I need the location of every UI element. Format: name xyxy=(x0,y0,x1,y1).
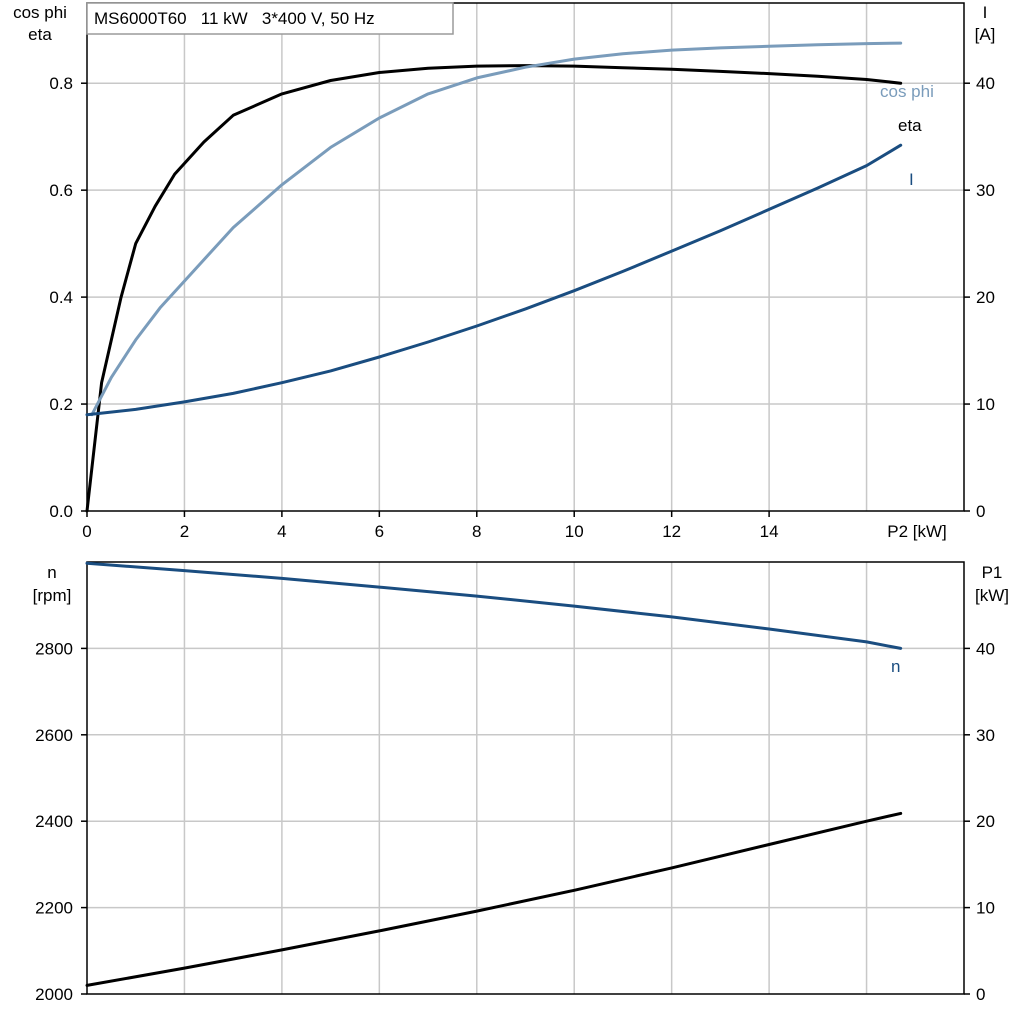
series-line-i xyxy=(85,143,903,417)
x-tick-label: 0 xyxy=(82,522,91,541)
legend-label-speed: n xyxy=(891,657,900,676)
top-ticks: 0.0 0.2 0.4 0.6 0.8 0 10 20 30 40 0 2 4 6 8 10 12 14 xyxy=(49,74,995,541)
bottom-curves xyxy=(85,561,903,987)
bottom-y-left-tick-label: 2400 xyxy=(35,812,73,831)
series-line-n xyxy=(85,561,903,650)
bottom-y-right-tick-label: 10 xyxy=(976,899,995,918)
bottom-panel: 2000 2200 2400 2600 2800 0 10 20 30 40 n [rpm] P1… xyxy=(33,561,1009,1004)
x-tick-label: 8 xyxy=(472,522,481,541)
top-y-right-tick-label: 10 xyxy=(976,395,995,414)
top-y-left-tick-label: 0.6 xyxy=(49,181,73,200)
x-tick-label: 12 xyxy=(662,522,681,541)
bottom-grid xyxy=(87,562,964,994)
bottom-y-left-tick-label: 2200 xyxy=(35,899,73,918)
bottom-y-left-tick-label: 2800 xyxy=(35,639,73,658)
bottom-plot-frame xyxy=(86,561,965,995)
y-right-label-line2: [A] xyxy=(975,25,996,44)
series-line-eta xyxy=(85,64,903,513)
legend-label-current: I xyxy=(909,170,914,189)
y-right-label-p1-line1: P1 xyxy=(982,563,1003,582)
bottom-y-left-tick-label: 2600 xyxy=(35,726,73,745)
y-left-label-n-line2: [rpm] xyxy=(33,586,72,605)
series-line-cos-phi xyxy=(90,41,903,417)
y-left-label-line1: cos phi xyxy=(13,3,67,22)
top-y-right-tick-label: 0 xyxy=(976,502,985,521)
top-y-left-tick-label: 0.0 xyxy=(49,502,73,521)
top-y-right-tick-label: 40 xyxy=(976,74,995,93)
bottom-y-left-tick-label: 2000 xyxy=(35,985,73,1004)
x-tick-label: 2 xyxy=(180,522,189,541)
y-left-label-n-line1: n xyxy=(47,563,56,582)
x-tick-label: 14 xyxy=(760,522,779,541)
top-panel: 0.0 0.2 0.4 0.6 0.8 0 10 20 30 40 0 2 4 6 8 10 12 14 MS60… xyxy=(13,2,996,541)
x-tick-label: 10 xyxy=(565,522,584,541)
bottom-y-right-tick-label: 20 xyxy=(976,812,995,831)
x-tick-label: 6 xyxy=(375,522,384,541)
bottom-y-right-tick-label: 40 xyxy=(976,639,995,658)
top-y-left-tick-label: 0.8 xyxy=(49,74,73,93)
top-curves xyxy=(85,41,903,513)
top-y-right-tick-label: 30 xyxy=(976,181,995,200)
x-axis-label: P2 [kW] xyxy=(887,522,947,541)
x-tick-label: 4 xyxy=(277,522,286,541)
y-right-label-line1: I xyxy=(983,3,988,22)
y-right-label-p1-line2: [kW] xyxy=(975,586,1009,605)
chart-title-box xyxy=(86,2,454,35)
bottom-y-right-tick-label: 0 xyxy=(976,985,985,1004)
chart-title: MS6000T60 11 kW 3*400 V, 50 Hz xyxy=(94,9,375,28)
top-y-left-tick-label: 0.4 xyxy=(49,288,73,307)
bottom-y-right-tick-label: 30 xyxy=(976,726,995,745)
top-plot-frame xyxy=(86,2,965,512)
series-line-p1 xyxy=(85,811,903,987)
y-left-label-line2: eta xyxy=(28,25,52,44)
legend-label-eta: eta xyxy=(898,116,922,135)
legend-label-cos-phi: cos phi xyxy=(880,82,934,101)
top-y-left-tick-label: 0.2 xyxy=(49,395,73,414)
top-grid xyxy=(87,3,964,511)
bottom-ticks: 2000 2200 2400 2600 2800 0 10 20 30 40 xyxy=(35,639,995,1004)
top-y-right-tick-label: 20 xyxy=(976,288,995,307)
